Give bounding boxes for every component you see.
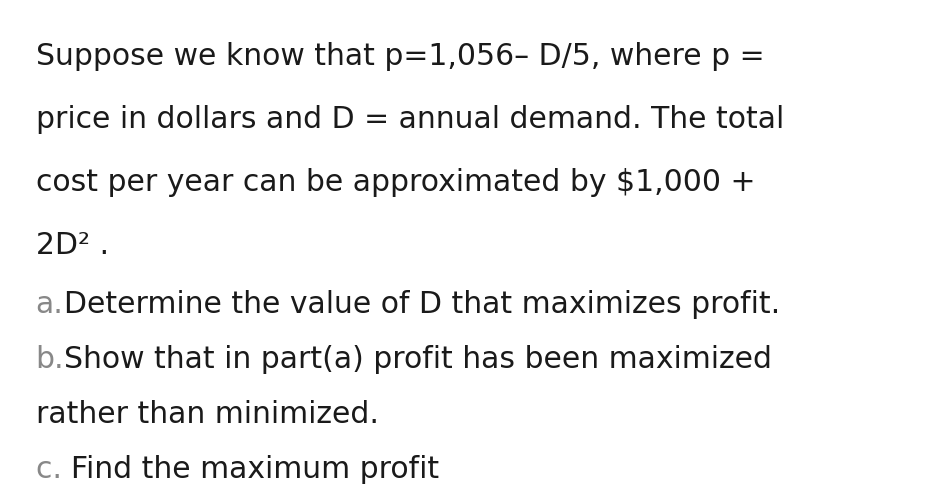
- Text: price in dollars and D = annual demand. The total: price in dollars and D = annual demand. …: [36, 105, 784, 134]
- Text: 2D² .: 2D² .: [36, 231, 109, 260]
- Text: c.: c.: [36, 455, 71, 484]
- Text: Show that in part(a) profit has been maximized: Show that in part(a) profit has been max…: [64, 345, 772, 374]
- Text: cost per year can be approximated by $1,000 +: cost per year can be approximated by $1,…: [36, 168, 755, 197]
- Text: Suppose we know that p=1,056– D/5, where p =: Suppose we know that p=1,056– D/5, where…: [36, 42, 764, 71]
- Text: rather than minimized.: rather than minimized.: [36, 400, 378, 429]
- Text: Find the maximum profit: Find the maximum profit: [71, 455, 439, 484]
- Text: b.: b.: [36, 345, 64, 374]
- Text: a.: a.: [36, 290, 64, 319]
- Text: Determine the value of D that maximizes profit.: Determine the value of D that maximizes …: [64, 290, 779, 319]
